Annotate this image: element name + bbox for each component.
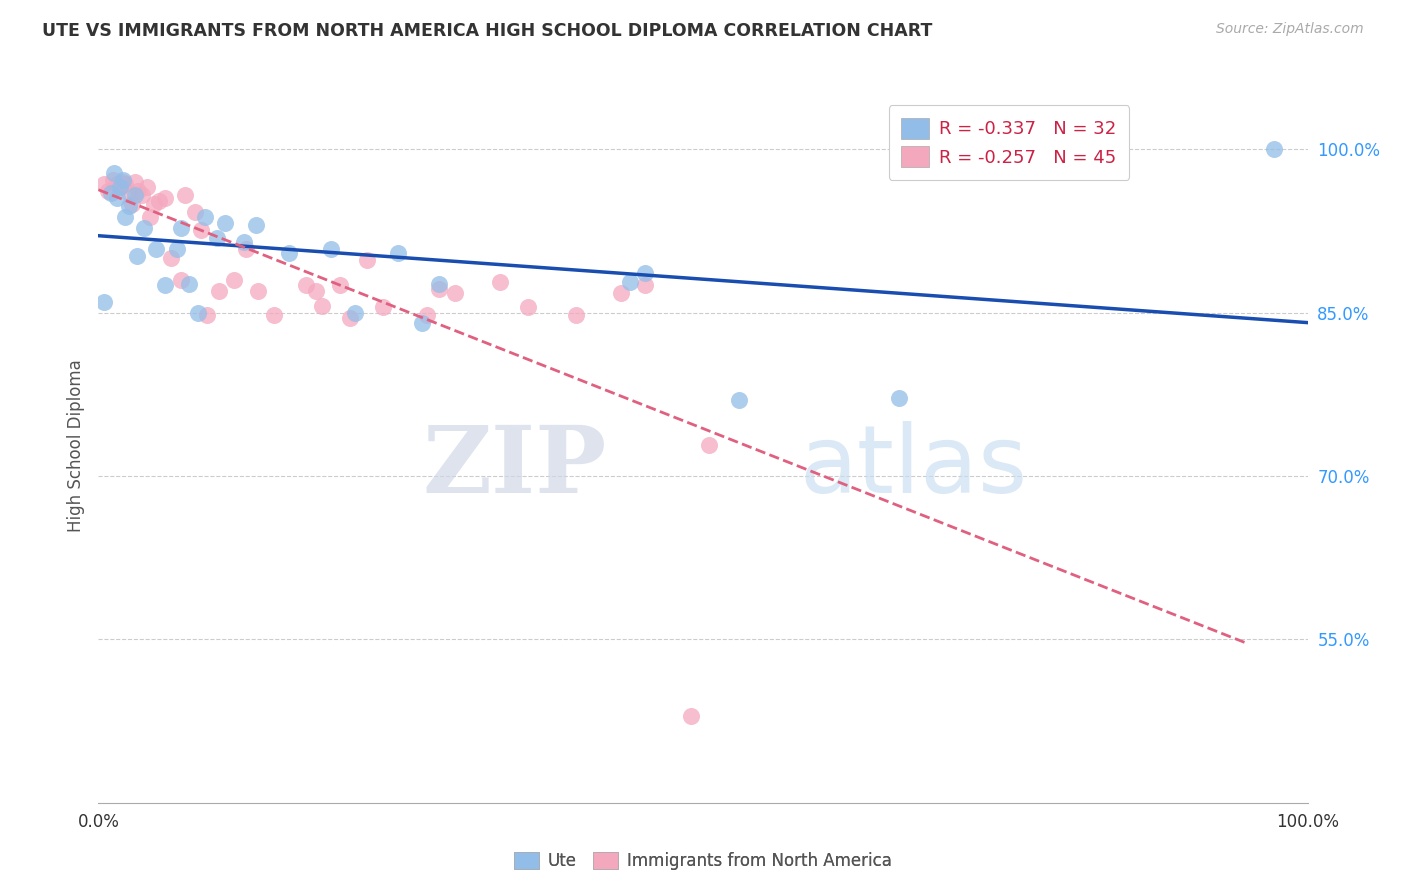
Point [214, 216, 236, 230]
Point [429, 277, 451, 292]
Point [444, 285, 467, 300]
Point [205, 231, 228, 245]
Point [416, 308, 439, 322]
Point [516, 300, 538, 314]
Point [887, 391, 910, 405]
Point [387, 245, 409, 260]
Text: ZIP: ZIP [422, 423, 606, 512]
Point [118, 199, 141, 213]
Point [145, 243, 167, 257]
Point [114, 210, 136, 224]
Point [194, 210, 217, 224]
Point [222, 273, 245, 287]
Point [295, 278, 318, 293]
Point [105, 191, 128, 205]
Point [134, 220, 156, 235]
Point [278, 245, 301, 260]
Point [697, 438, 720, 452]
Point [177, 277, 201, 292]
Point [101, 172, 124, 186]
Point [148, 194, 170, 209]
Point [108, 180, 131, 194]
Point [121, 196, 143, 211]
Text: atlas: atlas [800, 421, 1028, 514]
Point [103, 166, 125, 180]
Point [153, 278, 176, 293]
Point [356, 253, 378, 268]
Point [100, 186, 122, 200]
Point [319, 243, 342, 257]
Point [127, 249, 149, 263]
Point [195, 308, 218, 322]
Text: Source: ZipAtlas.com: Source: ZipAtlas.com [1216, 22, 1364, 37]
Point [124, 175, 146, 189]
Point [489, 275, 512, 289]
Point [166, 243, 188, 257]
Point [245, 219, 267, 233]
Point [127, 184, 149, 198]
Legend: Ute, Immigrants from North America: Ute, Immigrants from North America [508, 845, 898, 877]
Point [311, 299, 333, 313]
Text: UTE VS IMMIGRANTS FROM NORTH AMERICA HIGH SCHOOL DIPLOMA CORRELATION CHART: UTE VS IMMIGRANTS FROM NORTH AMERICA HIG… [42, 22, 932, 40]
Point [169, 273, 191, 287]
Point [263, 308, 285, 322]
Point [131, 187, 153, 202]
Point [153, 191, 176, 205]
Point [190, 223, 212, 237]
Point [235, 243, 257, 257]
Point [208, 284, 231, 298]
Point [111, 172, 134, 186]
Point [105, 177, 128, 191]
Point [114, 177, 136, 191]
Point [411, 317, 433, 331]
Point [634, 278, 657, 293]
Point [343, 305, 366, 319]
Point [93, 294, 115, 309]
Point [174, 187, 197, 202]
Point [371, 300, 394, 314]
Point [124, 187, 146, 202]
Point [232, 235, 254, 249]
Point [429, 282, 451, 296]
Point [184, 205, 207, 219]
Point [169, 220, 191, 235]
Point [97, 184, 120, 198]
Point [111, 175, 134, 189]
Point [329, 278, 352, 293]
Point [728, 392, 751, 407]
Point [108, 180, 131, 194]
Point [1263, 142, 1285, 156]
Y-axis label: High School Diploma: High School Diploma [66, 359, 84, 533]
Point [634, 266, 657, 280]
Point [565, 308, 588, 322]
Point [610, 285, 633, 300]
Point [619, 275, 641, 289]
Point [143, 196, 166, 211]
Point [339, 310, 361, 325]
Point [93, 177, 115, 191]
Point [679, 708, 702, 723]
Point [118, 186, 141, 200]
Point [135, 180, 157, 194]
Point [160, 251, 183, 265]
Point [247, 284, 270, 298]
Point [187, 305, 209, 319]
Point [305, 284, 328, 298]
Point [139, 210, 162, 224]
